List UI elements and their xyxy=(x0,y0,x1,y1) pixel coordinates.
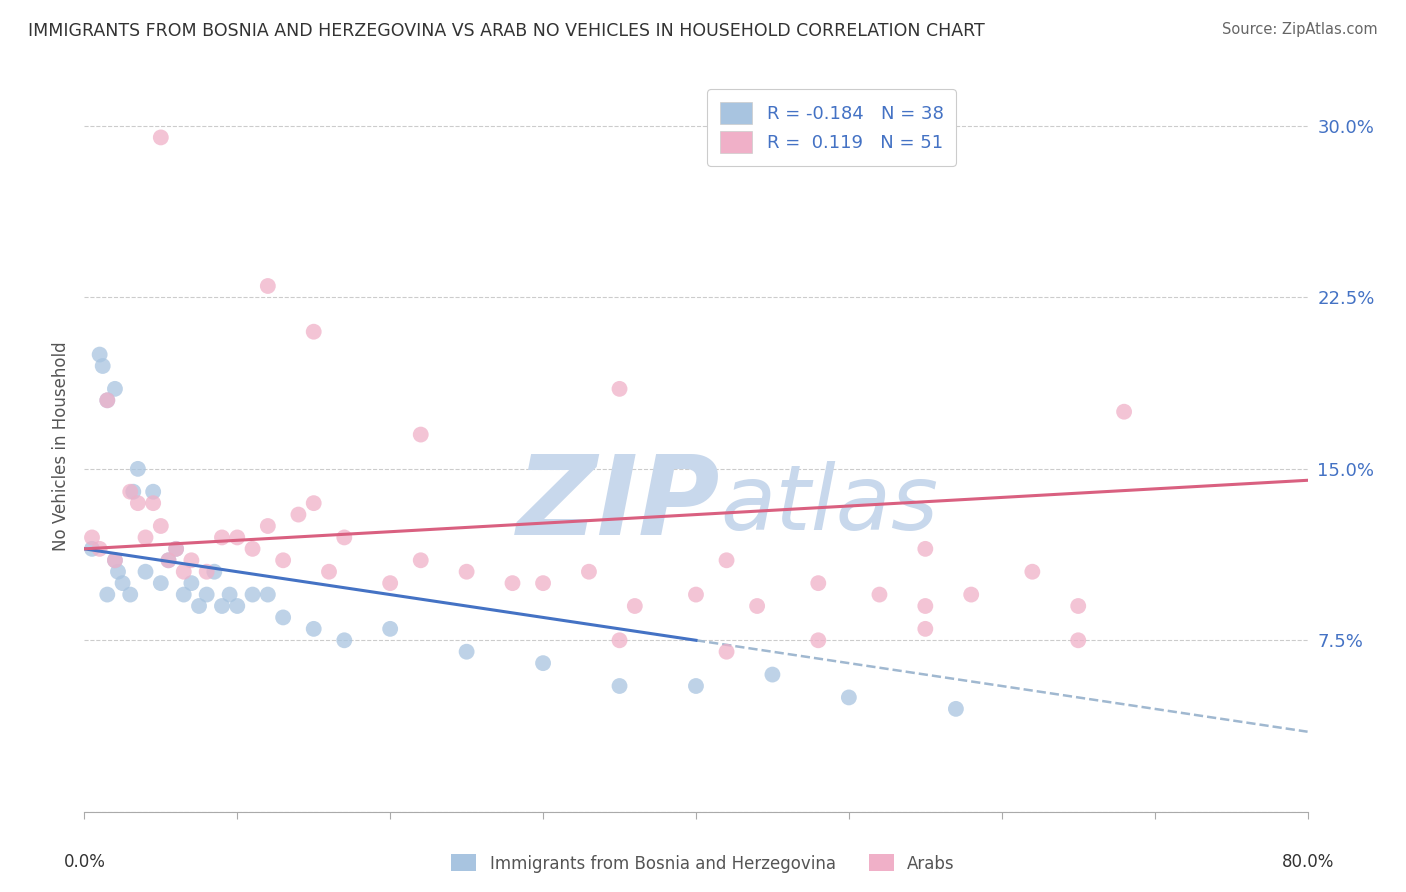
Point xyxy=(1067,633,1090,648)
Point xyxy=(257,588,280,602)
Point xyxy=(624,599,647,613)
Point xyxy=(180,553,202,567)
Point xyxy=(226,530,249,544)
Legend: Immigrants from Bosnia and Herzegovina, Arabs: Immigrants from Bosnia and Herzegovina, … xyxy=(444,847,962,880)
Point xyxy=(945,702,967,716)
Point xyxy=(257,279,280,293)
Point xyxy=(685,588,707,602)
Point xyxy=(333,633,356,648)
Point xyxy=(195,588,218,602)
Point xyxy=(195,565,218,579)
Point xyxy=(609,382,631,396)
Point xyxy=(716,553,738,567)
Point xyxy=(127,462,149,476)
Point xyxy=(960,588,983,602)
Point xyxy=(120,588,142,602)
Point xyxy=(122,484,145,499)
Point xyxy=(91,359,114,373)
Text: 0.0%: 0.0% xyxy=(63,853,105,871)
Point xyxy=(226,599,249,613)
Point xyxy=(89,541,111,556)
Point xyxy=(380,622,402,636)
Point xyxy=(807,576,830,591)
Point xyxy=(218,588,240,602)
Point xyxy=(302,496,325,510)
Point xyxy=(142,496,165,510)
Point xyxy=(838,690,860,705)
Point xyxy=(380,576,402,591)
Point xyxy=(149,519,172,533)
Point xyxy=(456,565,478,579)
Point xyxy=(96,393,118,408)
Point xyxy=(302,325,325,339)
Text: atlas: atlas xyxy=(720,460,938,549)
Point xyxy=(761,667,783,681)
Point xyxy=(257,519,280,533)
Point xyxy=(807,633,830,648)
Point xyxy=(409,553,432,567)
Point xyxy=(242,588,264,602)
Point xyxy=(1021,565,1043,579)
Point xyxy=(287,508,309,522)
Point xyxy=(271,610,294,624)
Point xyxy=(120,484,142,499)
Point xyxy=(157,553,180,567)
Point xyxy=(180,576,202,591)
Point xyxy=(142,484,165,499)
Point xyxy=(914,541,936,556)
Point xyxy=(188,599,211,613)
Point xyxy=(914,599,936,613)
Point xyxy=(609,679,631,693)
Point xyxy=(173,565,195,579)
Point xyxy=(318,565,340,579)
Point xyxy=(96,393,118,408)
Text: ZIP: ZIP xyxy=(517,451,720,558)
Text: 80.0%: 80.0% xyxy=(1281,853,1334,871)
Point xyxy=(271,553,294,567)
Point xyxy=(914,622,936,636)
Legend: R = -0.184   N = 38, R =  0.119   N = 51: R = -0.184 N = 38, R = 0.119 N = 51 xyxy=(707,89,956,166)
Point xyxy=(609,633,631,648)
Text: IMMIGRANTS FROM BOSNIA AND HERZEGOVINA VS ARAB NO VEHICLES IN HOUSEHOLD CORRELAT: IMMIGRANTS FROM BOSNIA AND HERZEGOVINA V… xyxy=(28,22,984,40)
Point xyxy=(578,565,600,579)
Point xyxy=(409,427,432,442)
Point xyxy=(135,565,157,579)
Point xyxy=(111,576,134,591)
Point xyxy=(165,541,187,556)
Point xyxy=(211,599,233,613)
Point xyxy=(165,541,187,556)
Point xyxy=(80,541,103,556)
Point xyxy=(104,553,127,567)
Point xyxy=(869,588,891,602)
Point xyxy=(173,588,195,602)
Point xyxy=(135,530,157,544)
Point xyxy=(107,565,129,579)
Point xyxy=(502,576,524,591)
Point xyxy=(104,553,127,567)
Point xyxy=(685,679,707,693)
Point xyxy=(242,541,264,556)
Point xyxy=(1067,599,1090,613)
Point xyxy=(149,130,172,145)
Point xyxy=(333,530,356,544)
Y-axis label: No Vehicles in Household: No Vehicles in Household xyxy=(52,341,70,551)
Point xyxy=(747,599,769,613)
Point xyxy=(149,576,172,591)
Point xyxy=(302,622,325,636)
Point xyxy=(531,576,554,591)
Point xyxy=(80,530,103,544)
Point xyxy=(127,496,149,510)
Point xyxy=(1114,405,1136,419)
Point xyxy=(104,382,127,396)
Point xyxy=(157,553,180,567)
Text: Source: ZipAtlas.com: Source: ZipAtlas.com xyxy=(1222,22,1378,37)
Point xyxy=(531,656,554,670)
Point xyxy=(96,588,118,602)
Point xyxy=(716,645,738,659)
Point xyxy=(202,565,225,579)
Point xyxy=(89,347,111,362)
Point xyxy=(211,530,233,544)
Point xyxy=(456,645,478,659)
